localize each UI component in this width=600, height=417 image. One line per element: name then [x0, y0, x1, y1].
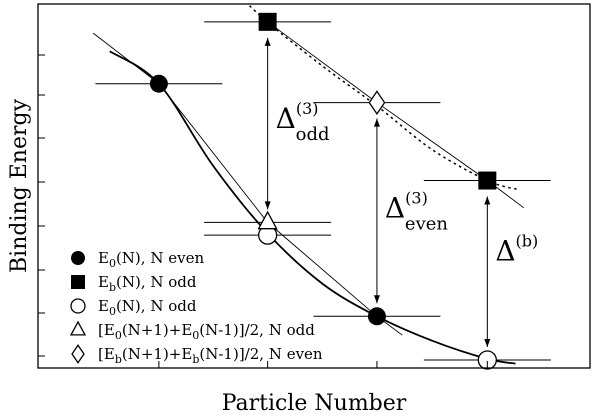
- gap-label-superscript: (3): [296, 99, 319, 118]
- legend-text: [E: [98, 345, 115, 363]
- legend-text: (N), N odd: [116, 273, 197, 291]
- gap-arrows: [264, 37, 491, 347]
- marker-filled-circle: [71, 251, 85, 265]
- marker-open-triangle: [257, 210, 278, 230]
- legend-text: E: [98, 273, 109, 291]
- gap-arrow-head-top: [373, 118, 380, 127]
- legend-subscript: b: [109, 281, 116, 294]
- marker-open-triangle: [69, 320, 87, 336]
- marker-filled-circle: [149, 74, 168, 93]
- thin-line-upper: [267, 21, 525, 209]
- marker-filled-square: [258, 12, 277, 31]
- legend-entry-text: [Eb(N+1)+Eb(N-1)]/2, N even: [98, 345, 323, 366]
- gap-label-delta: Δ: [385, 191, 405, 224]
- legend-text: (N+1)+E: [122, 321, 192, 339]
- marker-filled-square: [478, 171, 497, 190]
- legend-text: (N), N odd: [116, 297, 197, 315]
- gap-label-superscript: (b): [516, 231, 539, 250]
- gap-arrow-head-top: [484, 196, 491, 205]
- marker-open-diamond: [368, 90, 386, 116]
- legend-entry-text: E0(N), N even: [98, 249, 204, 270]
- legend-text: (N+1)+E: [122, 345, 192, 363]
- legend-subscript: 0: [109, 257, 116, 270]
- marker-open-diamond: [71, 344, 85, 364]
- gap-arrow-head-bottom: [264, 201, 271, 210]
- gap-label-delta: Δ: [276, 102, 296, 135]
- legend-text: [E: [98, 321, 115, 339]
- gap-arrow-head-top: [264, 37, 271, 46]
- y-axis-label: Binding Energy: [7, 98, 32, 273]
- legend-text: (N-1)]/2, N odd: [199, 321, 315, 339]
- gap-label-delta: Δ: [495, 234, 515, 267]
- legend-entry-text: Eb(N), N odd: [98, 273, 197, 294]
- legend-subscript: 0: [109, 305, 116, 318]
- gap-label: Δ(b): [495, 231, 538, 267]
- gap-arrow-head-bottom: [484, 338, 491, 347]
- x-axis-label: Particle Number: [222, 391, 407, 416]
- legend-entry-text: E0(N), N odd: [98, 297, 197, 318]
- axis-ticks: [38, 54, 488, 368]
- legend-entry-text: [E0(N+1)+E0(N-1)]/2, N odd: [98, 321, 315, 342]
- data-markers: [149, 12, 497, 370]
- gap-label-subscript: odd: [296, 124, 330, 145]
- marker-open-circle: [477, 350, 497, 370]
- gap-arrow-head-bottom: [373, 295, 380, 304]
- legend-text: E: [98, 297, 109, 315]
- legend-text: (N-1)]/2, N even: [199, 345, 323, 363]
- plot-frame: [37, 3, 591, 369]
- gap-label-subscript: even: [405, 213, 448, 234]
- gap-label-superscript: (3): [405, 188, 428, 207]
- legend-subscript: 0: [115, 329, 122, 342]
- legend-subscript: b: [115, 353, 122, 366]
- marker-filled-square: [71, 275, 85, 289]
- legend-subscript: 0: [192, 329, 199, 342]
- legend-text: (N), N even: [116, 249, 204, 267]
- gap-label: Δ(3) even: [385, 188, 448, 234]
- marker-filled-circle: [367, 307, 386, 326]
- legend-text: E: [98, 249, 109, 267]
- legend-subscript: b: [192, 353, 199, 366]
- solid-curve-ground-state: [109, 50, 516, 365]
- marker-open-circle: [70, 298, 86, 314]
- gap-label: Δ(3) odd: [276, 99, 330, 145]
